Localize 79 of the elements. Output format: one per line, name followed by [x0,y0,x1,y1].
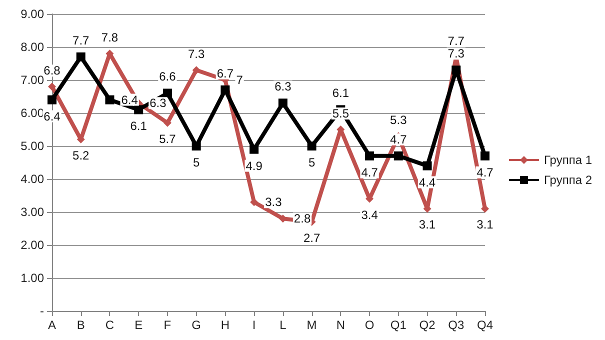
point [250,198,258,206]
data-label: 3.1 [476,218,494,232]
data-label: 3.4 [361,208,378,222]
y-tick-label: 4.00 [20,172,44,186]
point [48,82,56,91]
data-label: 5.5 [332,106,350,120]
x-tick-label: Q4 [476,318,494,332]
data-label: 2.8 [294,212,311,226]
y-tick-label: 3.00 [20,205,44,219]
data-label: 5 [308,156,316,170]
data-label: 4.7 [476,165,494,180]
data-label: 7.8 [101,30,118,45]
point [162,88,172,98]
data-label: 6.1 [332,86,350,100]
x-tick-label: M [306,318,317,332]
x-tick-label: L [280,318,287,332]
point [192,142,201,150]
legend-label: Группа 2 [544,173,592,187]
y-tick-label: 5.00 [20,139,44,153]
x-tick-label: Q2 [419,318,436,332]
data-label: 7.7 [448,34,465,48]
data-label: 7.3 [188,47,205,62]
point [220,85,230,94]
point [365,151,374,160]
y-tick-label: 1.00 [20,271,44,285]
data-label: 6.3 [274,80,292,94]
data-label: 5.2 [72,148,90,162]
point [105,95,114,104]
x-tick-label: B [76,318,85,332]
x-tick-label: H [220,318,230,332]
point [278,98,288,108]
data-label: 3.3 [265,195,282,210]
x-tick-label: C [105,318,114,332]
data-label: 2.7 [303,230,320,245]
y-tick-label: 9.00 [20,7,44,21]
x-tick-label: Q3 [448,318,464,332]
point [76,52,86,62]
x-tick-label: A [48,318,56,332]
data-label: 7.7 [72,33,90,48]
data-label: 6.3 [150,96,167,110]
data-label: 3.1 [418,218,436,232]
data-label: 6.4 [121,92,138,107]
point [307,142,316,150]
data-label: 6.8 [44,64,61,78]
x-tick-label: E [134,318,143,332]
data-label: 6.1 [130,119,148,134]
data-label: 7 [236,73,244,87]
x-tick-label: O [364,318,374,332]
legend-label: Группа 1 [544,153,592,167]
point [250,144,259,154]
y-tick-label: 8.00 [20,40,44,54]
data-label: 4.9 [246,158,263,173]
x-tick-label: F [164,318,172,332]
point [422,161,432,170]
data-label: 5.3 [390,113,408,128]
y-tick-label: 7.00 [20,73,44,87]
data-label: 5.7 [159,132,176,146]
data-label: 5 [192,156,200,170]
data-label: 4.4 [418,175,436,190]
point [48,95,56,104]
x-tick-label: Q1 [390,318,407,332]
data-label: 6.6 [159,70,176,84]
data-label: 4.7 [390,132,408,146]
x-tick-label: N [336,318,346,332]
y-tick-label: - [40,304,44,318]
data-label: 7.3 [448,46,465,61]
x-tick-label: G [192,318,202,332]
point [192,66,200,74]
point [163,118,172,127]
data-label: 6.4 [44,109,61,124]
data-label: 4.7 [361,165,378,180]
point [480,151,490,160]
y-tick-label: 2.00 [20,238,44,252]
x-tick-label: I [252,318,256,332]
point [452,66,461,75]
point [134,105,144,114]
point [394,151,403,160]
data-label: 6.7 [216,66,234,80]
y-tick-label: 6.00 [20,106,44,120]
